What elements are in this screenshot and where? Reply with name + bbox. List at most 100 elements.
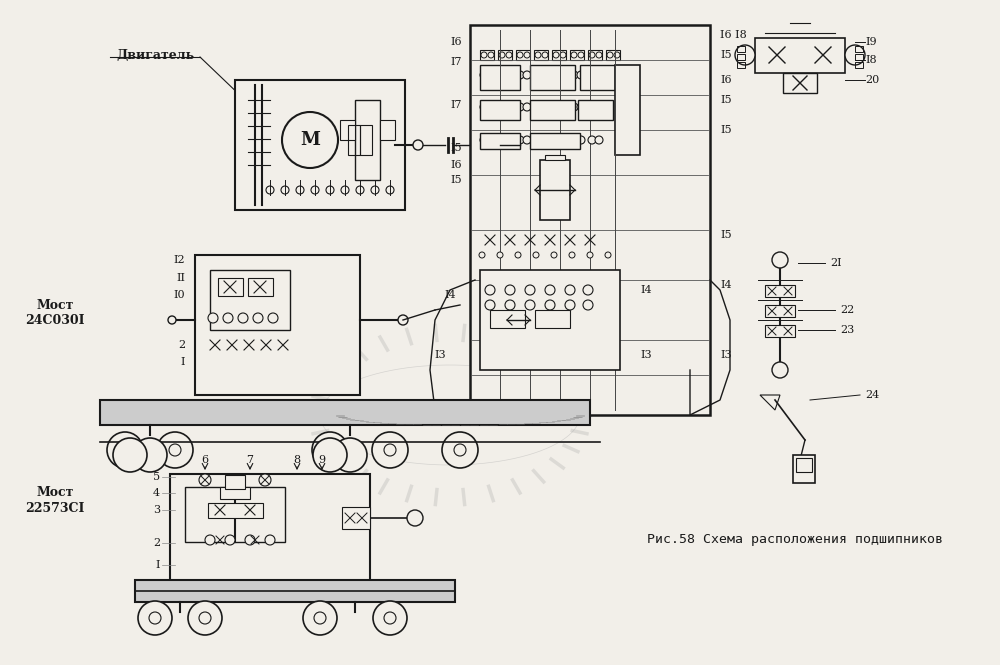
Circle shape xyxy=(199,612,211,624)
Text: I5: I5 xyxy=(720,125,732,135)
Circle shape xyxy=(588,71,596,79)
Bar xyxy=(765,285,795,297)
Circle shape xyxy=(523,103,531,111)
Circle shape xyxy=(551,252,557,258)
Text: I3: I3 xyxy=(640,350,652,360)
Circle shape xyxy=(498,136,506,144)
Circle shape xyxy=(525,285,535,295)
Circle shape xyxy=(497,252,503,258)
Text: I4: I4 xyxy=(444,290,456,300)
Circle shape xyxy=(313,438,347,472)
Circle shape xyxy=(498,103,506,111)
Circle shape xyxy=(534,103,542,111)
Circle shape xyxy=(525,300,535,310)
Circle shape xyxy=(487,103,495,111)
Circle shape xyxy=(542,52,548,58)
Circle shape xyxy=(168,316,176,324)
Circle shape xyxy=(480,103,488,111)
Circle shape xyxy=(312,432,348,468)
Circle shape xyxy=(515,252,521,258)
Bar xyxy=(490,310,525,328)
Circle shape xyxy=(735,45,755,65)
Circle shape xyxy=(133,438,167,472)
Bar xyxy=(530,133,580,149)
Text: I3: I3 xyxy=(434,350,446,360)
Bar xyxy=(100,400,590,425)
Circle shape xyxy=(384,612,396,624)
Circle shape xyxy=(577,71,585,79)
Circle shape xyxy=(282,112,338,168)
Circle shape xyxy=(485,285,495,295)
Bar xyxy=(360,125,372,155)
Circle shape xyxy=(534,71,542,79)
Circle shape xyxy=(583,300,593,310)
Text: I0: I0 xyxy=(173,290,185,300)
Circle shape xyxy=(571,52,577,58)
Circle shape xyxy=(208,313,218,323)
Circle shape xyxy=(138,601,172,635)
Text: Двигатель: Двигатель xyxy=(116,49,194,61)
Text: I6: I6 xyxy=(720,75,732,85)
Circle shape xyxy=(268,313,278,323)
Bar xyxy=(765,325,795,337)
Text: I5: I5 xyxy=(450,143,462,153)
Circle shape xyxy=(487,136,495,144)
Circle shape xyxy=(480,136,488,144)
Text: 2I: 2I xyxy=(830,258,842,268)
Circle shape xyxy=(607,52,613,58)
Circle shape xyxy=(589,52,595,58)
Circle shape xyxy=(552,136,560,144)
Circle shape xyxy=(499,52,505,58)
Circle shape xyxy=(225,535,235,545)
Circle shape xyxy=(253,313,263,323)
Circle shape xyxy=(516,103,524,111)
Circle shape xyxy=(595,103,603,111)
Circle shape xyxy=(541,136,549,144)
Circle shape xyxy=(577,136,585,144)
Bar xyxy=(855,54,863,60)
Circle shape xyxy=(188,601,222,635)
Circle shape xyxy=(565,300,575,310)
Bar xyxy=(170,474,370,584)
Circle shape xyxy=(333,438,367,472)
Text: I2: I2 xyxy=(173,255,185,265)
Circle shape xyxy=(845,45,865,65)
Circle shape xyxy=(314,612,326,624)
Circle shape xyxy=(407,510,423,526)
Circle shape xyxy=(613,71,621,79)
Text: M: M xyxy=(300,131,320,149)
Circle shape xyxy=(485,300,495,310)
Circle shape xyxy=(524,52,530,58)
Circle shape xyxy=(505,285,515,295)
Circle shape xyxy=(199,474,211,486)
Circle shape xyxy=(552,103,560,111)
Bar xyxy=(185,487,285,542)
Bar xyxy=(530,65,575,90)
Bar xyxy=(855,62,863,68)
Circle shape xyxy=(386,186,394,194)
Text: 24: 24 xyxy=(865,390,879,400)
Bar xyxy=(516,50,530,60)
Bar xyxy=(615,65,640,155)
Bar xyxy=(570,50,584,60)
Circle shape xyxy=(570,71,578,79)
Bar xyxy=(480,100,520,120)
Text: 3: 3 xyxy=(153,505,160,515)
Circle shape xyxy=(442,432,478,468)
Circle shape xyxy=(480,71,488,79)
Circle shape xyxy=(384,444,396,456)
Text: I6: I6 xyxy=(450,37,462,47)
Circle shape xyxy=(505,300,515,310)
Circle shape xyxy=(107,432,143,468)
Circle shape xyxy=(266,186,274,194)
Bar xyxy=(235,80,405,210)
Bar xyxy=(534,50,548,60)
Text: I5: I5 xyxy=(720,230,732,240)
Circle shape xyxy=(614,52,620,58)
Circle shape xyxy=(559,103,567,111)
Circle shape xyxy=(545,300,555,310)
Circle shape xyxy=(553,52,559,58)
Bar xyxy=(783,73,817,93)
Bar xyxy=(340,120,355,140)
Circle shape xyxy=(479,252,485,258)
